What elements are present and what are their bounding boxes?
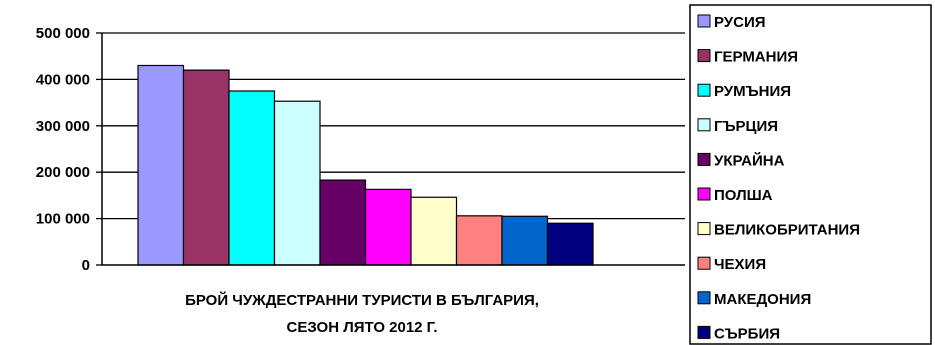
y-tick-label: 0 — [82, 257, 90, 274]
legend: РУСИЯ ГЕРМАНИЯ РУМЪНИЯ ГЪРЦИЯ УКРАЙНА ПОЛША ВЕ… — [689, 4, 932, 345]
legend-swatch — [697, 83, 711, 97]
y-tick-label: 300 000 — [36, 118, 90, 135]
legend-entry: СЪРБИЯ — [714, 325, 780, 342]
bar — [228, 90, 276, 266]
legend-entry: РУСИЯ — [714, 14, 766, 31]
x-axis-label-line-2: СЕЗОН ЛЯТО 2012 Г. — [287, 319, 438, 336]
legend-swatch — [697, 325, 711, 339]
bars — [137, 64, 594, 266]
legend-entry: ГЪРЦИЯ — [714, 118, 778, 135]
bar — [182, 69, 230, 266]
y-tick-label: 500 000 — [36, 25, 90, 42]
legend-swatch — [697, 222, 711, 236]
legend-swatch — [697, 291, 711, 305]
bar — [273, 100, 321, 266]
bar — [410, 196, 458, 266]
y-axis-ticks: 0 100 000 200 000 300 000 400 000 500 000 — [36, 25, 102, 274]
legend-entry: УКРАЙНА — [714, 151, 785, 169]
bar — [501, 215, 549, 266]
legend-swatch — [697, 187, 711, 201]
bar — [137, 64, 185, 266]
legend-entry: ГЕРМАНИЯ — [714, 49, 798, 66]
legend-entry: РУМЪНИЯ — [714, 83, 791, 100]
legend-swatch — [697, 152, 711, 166]
bar — [546, 222, 594, 266]
bar — [455, 215, 503, 266]
legend-entry: МАКЕДОНИЯ — [714, 291, 811, 308]
legend-swatch — [697, 14, 711, 28]
bar — [319, 179, 367, 266]
legend-entry: ПОЛША — [714, 187, 773, 204]
legend-swatch — [697, 256, 711, 270]
y-tick-label: 100 000 — [36, 211, 90, 228]
y-tick-label: 200 000 — [36, 164, 90, 181]
legend-swatch — [697, 118, 711, 132]
legend-swatch — [697, 49, 711, 63]
x-axis-label-line-1: БРОЙ ЧУЖДЕСТРАННИ ТУРИСТИ В БЪЛГАРИЯ, — [185, 291, 539, 309]
legend-frame — [689, 4, 932, 345]
y-tick-label: 400 000 — [36, 71, 90, 88]
legend-entry: ЧЕХИЯ — [714, 256, 766, 273]
bar — [364, 188, 412, 266]
legend-entry: ВЕЛИКОБРИТАНИЯ — [714, 222, 860, 239]
